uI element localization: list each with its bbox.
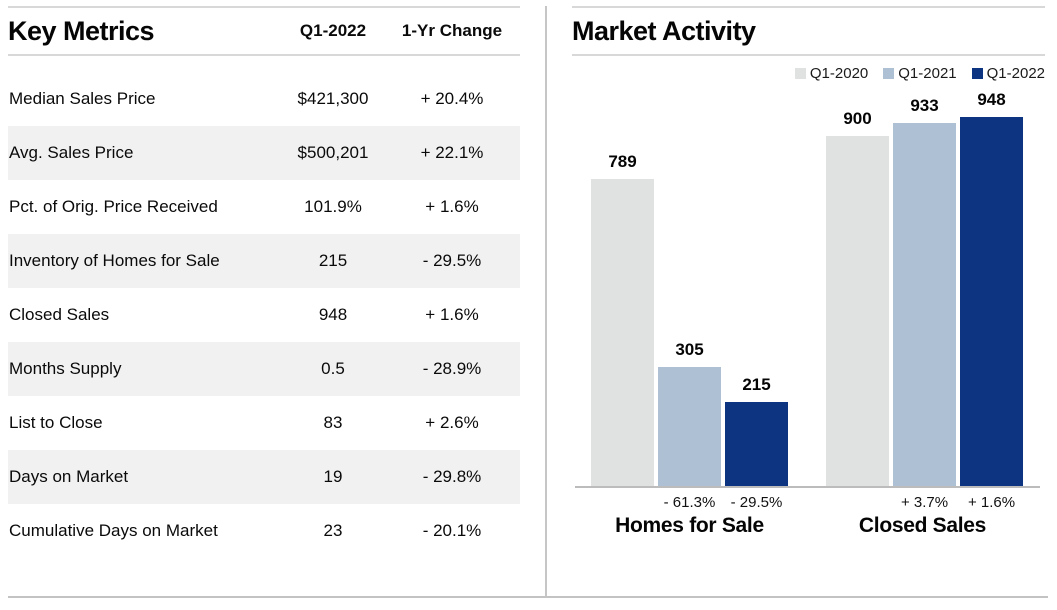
metric-change: - 28.9%	[422, 359, 482, 378]
bar-value-label: 900	[843, 109, 872, 128]
pct-spacer	[591, 494, 654, 512]
metric-label: Median Sales Price	[9, 89, 156, 108]
pct-group-closed-sales: + 3.7% + 1.6%	[826, 494, 1023, 512]
bars-area: 789 305 215 900	[575, 90, 1040, 486]
bar-closed-q1-2022: 948	[960, 90, 1023, 486]
metric-change: - 29.5%	[422, 251, 482, 270]
metric-change: + 20.4%	[420, 89, 484, 108]
metric-label: Avg. Sales Price	[9, 143, 134, 162]
bar-value-label: 933	[910, 96, 939, 115]
legend-item-q1-2020: Q1-2020	[794, 65, 869, 82]
legend-swatch-icon	[883, 68, 895, 79]
bar-value-label: 948	[977, 90, 1006, 109]
table-row: Cumulative Days on Market 23 - 20.1%	[8, 504, 520, 558]
metric-change: + 1.6%	[425, 305, 479, 324]
bar-homes-q1-2020: 789	[591, 152, 654, 486]
chart-legend: Q1-2020 Q1-2021 Q1-2022	[572, 66, 1045, 81]
table-row: Pct. of Orig. Price Received 101.9% + 1.…	[8, 180, 520, 234]
x-axis-line	[575, 486, 1040, 488]
bar-homes-q1-2021: 305	[658, 340, 721, 486]
pct-change-label: + 1.6%	[967, 494, 1016, 511]
key-metrics-panel: Key Metrics Q1-2022 1-Yr Change Median S…	[8, 6, 520, 558]
pct-change-label: - 61.3%	[663, 494, 716, 511]
metric-label: List to Close	[9, 413, 103, 432]
legend-swatch-icon	[971, 68, 983, 79]
bar-value-label: 789	[608, 152, 637, 171]
legend-label: Q1-2020	[809, 65, 869, 82]
table-row: Closed Sales 948 + 1.6%	[8, 288, 520, 342]
legend-swatch-icon	[794, 68, 806, 79]
bar-chart: 789 305 215 900	[575, 90, 1040, 538]
metric-label: Cumulative Days on Market	[9, 521, 218, 540]
metric-change: + 1.6%	[425, 197, 479, 216]
category-label-homes-for-sale: Homes for Sale	[615, 514, 764, 537]
market-activity-title: Market Activity	[572, 16, 756, 46]
metric-value: 215	[318, 251, 348, 270]
bar-rect	[725, 402, 788, 486]
bottom-rule	[8, 596, 1048, 598]
bar-closed-q1-2020: 900	[826, 109, 889, 486]
metric-value: 23	[323, 521, 343, 540]
table-row: Months Supply 0.5 - 28.9%	[8, 342, 520, 396]
bar-rect	[893, 123, 956, 486]
metric-label: Closed Sales	[9, 305, 110, 324]
metric-value: $421,300	[297, 89, 369, 108]
metric-value: $500,201	[297, 143, 369, 162]
market-activity-header: Market Activity	[572, 6, 1045, 56]
column-header-1yr-change: 1-Yr Change	[401, 21, 503, 40]
metric-value: 19	[323, 467, 343, 486]
bar-rect	[960, 117, 1023, 486]
bar-homes-q1-2022: 215	[725, 375, 788, 486]
metric-change: + 22.1%	[420, 143, 484, 162]
bar-rect	[658, 367, 721, 486]
metric-change: - 29.8%	[422, 467, 482, 486]
metric-change: - 20.1%	[422, 521, 482, 540]
legend-item-q1-2022: Q1-2022	[971, 65, 1045, 82]
table-row: Inventory of Homes for Sale 215 - 29.5%	[8, 234, 520, 288]
metric-value: 948	[318, 305, 348, 324]
pct-group-homes-for-sale: - 61.3% - 29.5%	[591, 494, 788, 512]
legend-item-q1-2021: Q1-2021	[883, 65, 957, 82]
pct-change-label: + 3.7%	[900, 494, 949, 511]
metric-value: 0.5	[321, 359, 345, 378]
bar-group-homes-for-sale: 789 305 215	[591, 152, 788, 486]
legend-label: Q1-2021	[898, 65, 957, 82]
metrics-table: Median Sales Price $421,300 + 20.4% Avg.…	[8, 72, 520, 558]
pct-change-row: - 61.3% - 29.5% + 3.7% + 1.6%	[575, 494, 1040, 512]
key-metrics-title: Key Metrics	[8, 16, 155, 46]
pct-change-label: - 29.5%	[730, 494, 783, 511]
market-activity-panel: Market Activity Q1-2020 Q1-2021 Q1-2022 …	[572, 6, 1045, 538]
table-row: Days on Market 19 - 29.8%	[8, 450, 520, 504]
table-row: Median Sales Price $421,300 + 20.4%	[8, 72, 520, 126]
key-metrics-header: Key Metrics Q1-2022 1-Yr Change	[8, 6, 520, 56]
metric-change: + 2.6%	[425, 413, 479, 432]
metric-label: Inventory of Homes for Sale	[9, 251, 220, 270]
pct-spacer	[826, 494, 889, 512]
bar-value-label: 305	[675, 340, 704, 359]
table-row: Avg. Sales Price $500,201 + 22.1%	[8, 126, 520, 180]
bar-rect	[826, 136, 889, 486]
category-labels-row: Homes for Sale Closed Sales	[575, 514, 1040, 538]
metric-label: Pct. of Orig. Price Received	[9, 197, 218, 216]
legend-label: Q1-2022	[986, 65, 1045, 82]
column-header-q1-2022: Q1-2022	[299, 21, 367, 40]
table-row: List to Close 83 + 2.6%	[8, 396, 520, 450]
metric-label: Months Supply	[9, 359, 122, 378]
bar-value-label: 215	[742, 375, 771, 394]
bar-rect	[591, 179, 654, 486]
bar-group-closed-sales: 900 933 948	[826, 90, 1023, 486]
panel-divider	[545, 6, 547, 597]
metric-value: 101.9%	[304, 197, 362, 216]
bar-closed-q1-2021: 933	[893, 96, 956, 486]
metric-value: 83	[323, 413, 343, 432]
metric-label: Days on Market	[9, 467, 129, 486]
category-label-closed-sales: Closed Sales	[858, 514, 987, 537]
